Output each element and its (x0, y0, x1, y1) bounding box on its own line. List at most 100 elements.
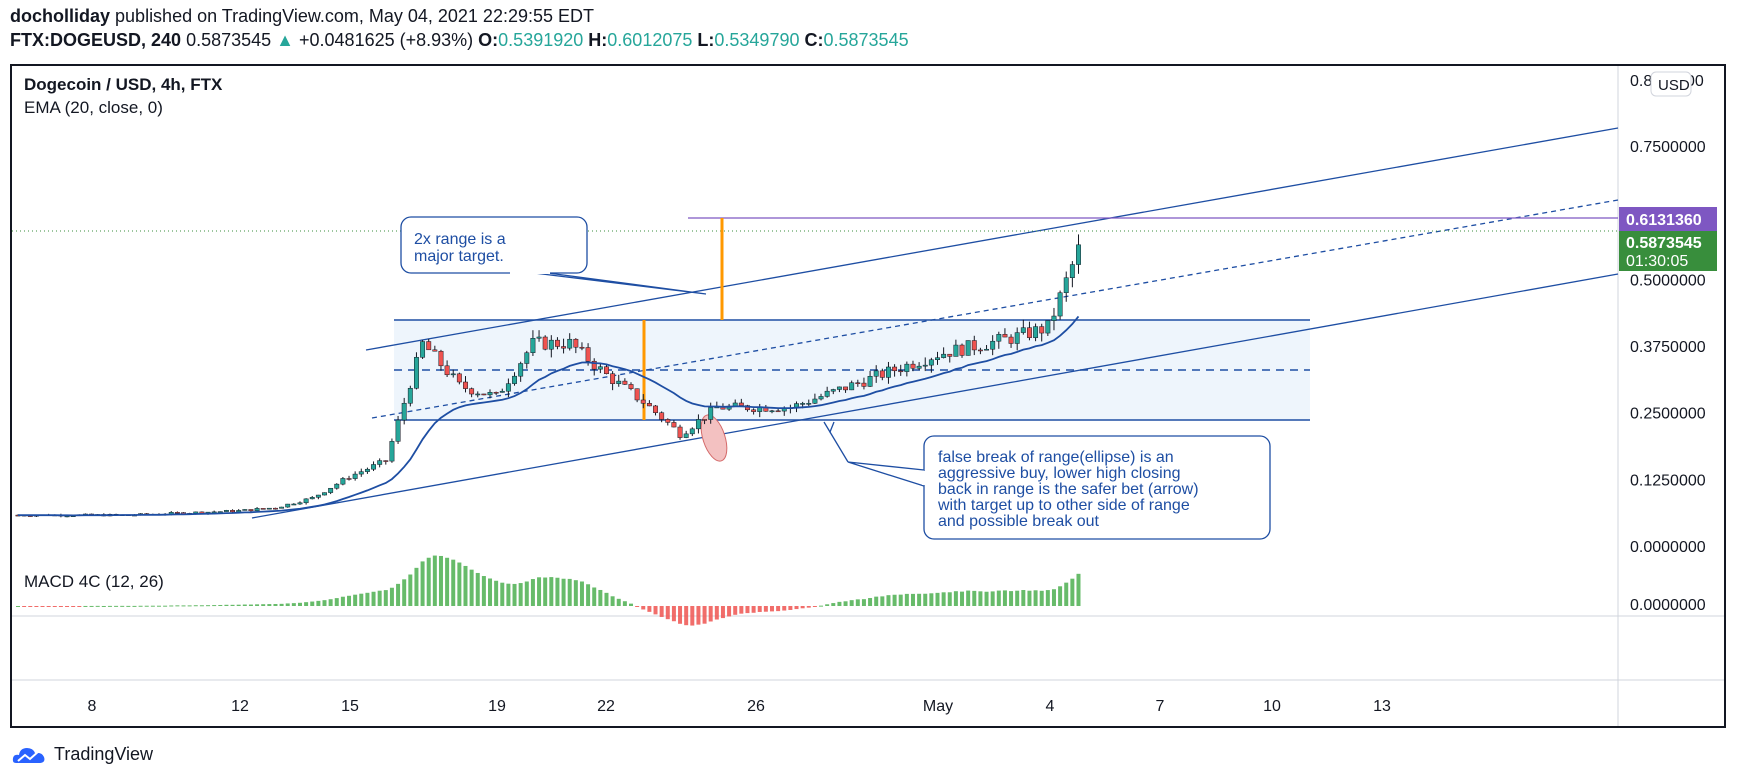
chart-frame[interactable]: 2x range is a major target. false break … (10, 64, 1726, 728)
macd-bar (150, 605, 155, 607)
macd-bar (727, 606, 732, 617)
macd-bar (622, 601, 627, 606)
candle-body (309, 497, 315, 500)
candle-body (800, 403, 806, 405)
macd-bar (236, 604, 241, 606)
macd-bar (475, 572, 480, 606)
candle-body (879, 370, 885, 378)
candle-body (432, 349, 438, 352)
macd-bar (255, 604, 260, 606)
price-axis: 0.7500000 0.5000000 0.3750000 0.2500000 0.12… (1630, 139, 1706, 556)
macd-bar (365, 592, 370, 606)
candle-body (322, 492, 327, 496)
candle-body (695, 419, 701, 430)
macd-bar (598, 589, 603, 606)
macd-bar (273, 604, 278, 606)
macd-bar (849, 600, 854, 606)
macd-bar (297, 602, 302, 606)
candle-body (481, 393, 487, 396)
macd-bar (310, 601, 315, 606)
author-name[interactable]: docholliday (10, 6, 111, 26)
callout2-line4: with target up to other side of range (937, 497, 1190, 514)
macd-bar (451, 559, 456, 606)
tradingview-brand[interactable]: TradingView (12, 744, 153, 765)
macd-bar (432, 555, 437, 606)
candle-body (824, 390, 830, 397)
macd-bar (904, 593, 909, 606)
callout1-line2: major target. (414, 248, 504, 265)
candle-body (407, 387, 413, 404)
candle-body (346, 478, 352, 480)
candle-body (628, 384, 634, 389)
price-tick-label: 0.1250000 (1630, 472, 1706, 489)
candle-body (892, 366, 898, 372)
macd-bar (377, 590, 382, 606)
macd-bar (95, 605, 100, 607)
macd-bar (138, 605, 143, 607)
macd-bar (690, 606, 695, 626)
macd-bar (89, 605, 94, 607)
candle-body (358, 471, 364, 475)
candle-body (579, 346, 585, 349)
target-price-label: 0.6131360 (1626, 212, 1702, 229)
macd-bar (953, 591, 958, 606)
macd-bar (604, 592, 609, 606)
candle-body (401, 402, 407, 421)
candle-body (230, 510, 236, 513)
price-tick-label: 0.0000000 (1630, 539, 1706, 556)
macd-bar (144, 605, 149, 607)
candle-body (922, 364, 928, 367)
candle-body (745, 405, 750, 411)
callout2-line5: and possible break out (938, 513, 1100, 530)
macd-bar (984, 591, 989, 606)
candle-body (591, 360, 597, 370)
callout-false-break (923, 435, 1271, 540)
macd-bar (720, 606, 725, 619)
macd-legend[interactable]: MACD 4C (12, 26) (24, 572, 164, 591)
macd-bar (892, 594, 897, 606)
macd-bar (843, 601, 848, 606)
candle-body (775, 410, 781, 413)
macd-bar (880, 596, 885, 606)
candle-body (512, 375, 517, 384)
ema-legend[interactable]: EMA (20, close, 0) (24, 98, 163, 117)
macd-bar (322, 600, 327, 606)
currency-badge[interactable] (1650, 71, 1692, 97)
candle-body (597, 366, 603, 370)
macd-bar (1076, 573, 1081, 606)
candle-body (910, 363, 916, 369)
candle-body (1076, 244, 1081, 265)
macd-bar (763, 606, 768, 612)
chart-canvas[interactable]: 2x range is a major target. false break … (12, 66, 1724, 726)
candle-body (1027, 327, 1032, 338)
candle-body (438, 350, 444, 367)
candle-body (610, 373, 616, 384)
macd-bar (187, 605, 192, 607)
candle-body (174, 512, 180, 514)
candle-body (260, 508, 266, 510)
low-label: L: (697, 30, 715, 50)
macd-bar (966, 590, 971, 606)
macd-bar (757, 606, 762, 612)
candle-body (849, 382, 855, 391)
macd-bar (702, 606, 707, 624)
macd-bar (488, 578, 493, 606)
macd-bar (77, 606, 82, 607)
macd-bar (304, 602, 309, 606)
macd-bar (445, 557, 450, 606)
candle-body (677, 426, 683, 438)
macd-bar (555, 577, 560, 606)
candle-body (328, 487, 334, 493)
candle-body (1051, 315, 1057, 321)
macd-bar (874, 596, 879, 606)
macd-bar (46, 606, 51, 607)
change-value: +0.0481625 (+8.93%) (299, 30, 474, 50)
candle-body (965, 340, 971, 356)
candle-body (383, 460, 389, 462)
macd-bar (898, 594, 903, 606)
macd-bar (629, 603, 633, 606)
candle-body (414, 357, 419, 389)
macd-bar (426, 557, 431, 606)
candle-body (371, 464, 376, 470)
macd-bar (825, 604, 830, 606)
